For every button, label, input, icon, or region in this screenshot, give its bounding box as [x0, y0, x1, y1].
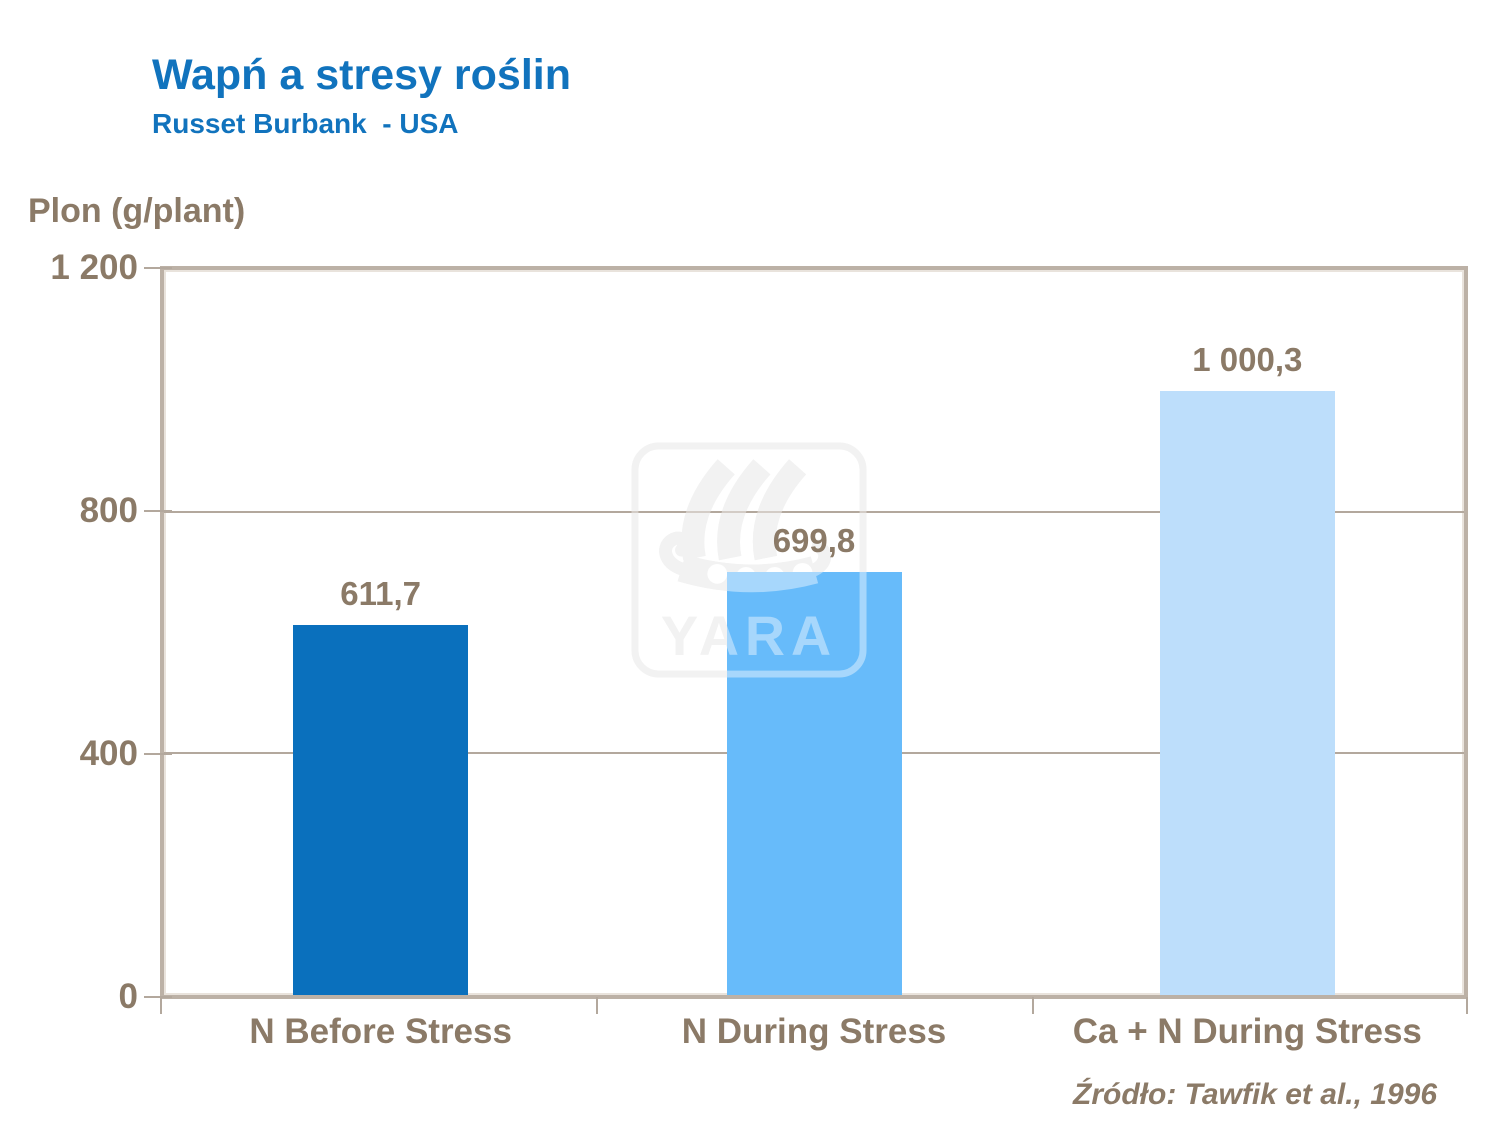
y-tick-label: 0 [118, 977, 138, 1016]
gridline [164, 510, 1464, 513]
svg-text:YARA: YARA [661, 605, 837, 667]
y-tick-mark [144, 510, 172, 512]
bar-value-label: 1 000,3 [1192, 340, 1303, 378]
bar [726, 572, 902, 995]
x-tick-mark [1032, 997, 1034, 1014]
x-tick-mark [1466, 997, 1468, 1014]
bar [293, 625, 469, 995]
x-category-label: N During Stress [681, 1012, 947, 1051]
y-tick-label: 1 200 [50, 248, 138, 287]
source-note: Źródło: Tawfik et al., 1996 [1073, 1078, 1437, 1111]
bar-value-label: 611,7 [340, 575, 422, 613]
bar-value-label: 699,8 [772, 522, 856, 560]
y-tick-label: 400 [79, 734, 138, 773]
yara-watermark-logo: YARA [631, 442, 867, 678]
y-tick-mark [144, 267, 172, 269]
x-tick-mark [596, 997, 598, 1014]
x-tick-mark [160, 997, 162, 1014]
bar [1159, 390, 1335, 995]
chart-title: Wapń a stresy roślin [152, 51, 571, 99]
y-tick-mark [144, 753, 172, 755]
x-category-label: N Before Stress [249, 1012, 512, 1051]
x-category-label: Ca + N During Stress [1072, 1012, 1422, 1051]
y-tick-mark [144, 996, 172, 998]
watermark-overlay: YARA [630, 441, 868, 684]
y-axis-title: Plon (g/plant) [28, 192, 246, 230]
chart-subtitle: Russet Burbank - USA [152, 108, 459, 139]
y-tick-label: 800 [79, 491, 138, 530]
